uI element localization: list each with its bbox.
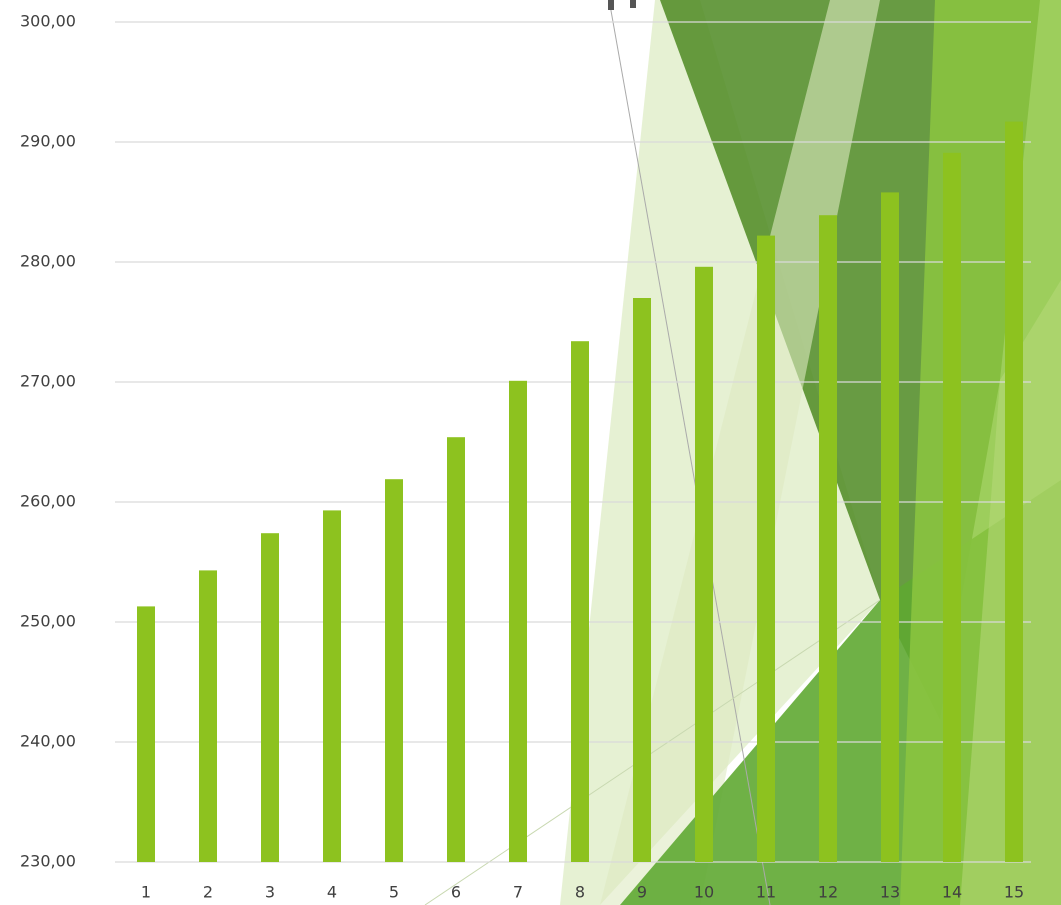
y-tick-label: 230,00 [20,852,76,871]
x-tick-label: 5 [389,883,399,902]
x-tick-label: 10 [694,883,714,902]
chart: 230,00 240,00 250,00 260,00 270,00 280,00 290,… [0,0,1061,905]
x-tick-label: 4 [327,883,337,902]
bar [199,570,217,862]
bar [323,510,341,862]
bar [633,298,651,862]
bar [757,236,775,862]
bar [1005,122,1023,862]
y-tick-label: 260,00 [20,492,76,511]
x-tick-label: 7 [513,883,523,902]
x-tick-label: 13 [880,883,900,902]
bar [137,606,155,862]
x-tick-label: 3 [265,883,275,902]
x-tick-label: 8 [575,883,585,902]
x-tick-label: 15 [1004,883,1024,902]
bar [695,267,713,862]
y-tick-label: 300,00 [20,12,76,31]
bar [385,479,403,862]
x-tick-label: 14 [942,883,962,902]
x-tick-label: 9 [637,883,647,902]
bar [571,341,589,862]
bar [447,437,465,862]
y-tick-label: 250,00 [20,612,76,631]
x-tick-label: 12 [818,883,838,902]
bar [881,192,899,862]
y-tick-label: 270,00 [20,372,76,391]
bar [261,533,279,862]
y-tick-label: 240,00 [20,732,76,751]
x-tick-label: 2 [203,883,213,902]
x-tick-label: 6 [451,883,461,902]
y-tick-label: 280,00 [20,252,76,271]
x-tick-label: 11 [756,883,776,902]
bar [509,381,527,862]
y-tick-label: 290,00 [20,132,76,151]
x-tick-label: 1 [141,883,151,902]
bar [943,153,961,862]
bar [819,215,837,862]
